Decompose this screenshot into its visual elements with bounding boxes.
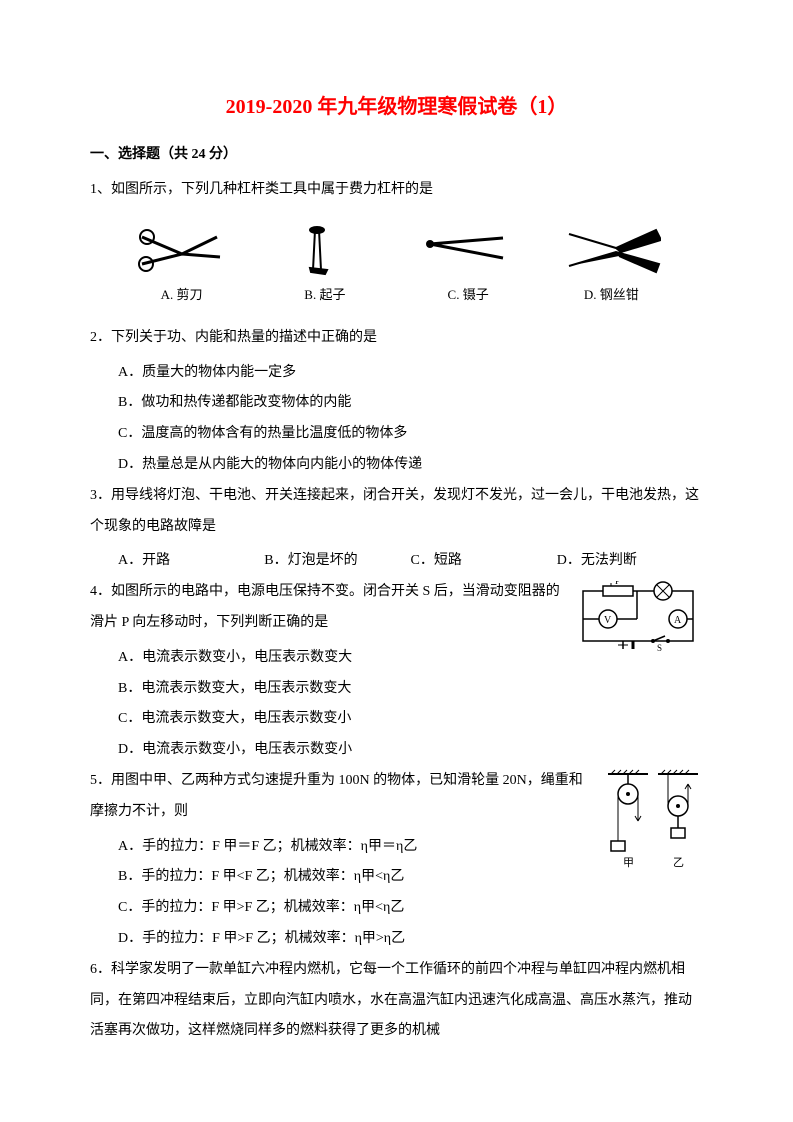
q2-text: 2．下列关于功、内能和热量的描述中正确的是 — [90, 323, 703, 354]
exam-title: 2019-2020 年九年级物理寒假试卷（1） — [90, 90, 703, 119]
q1-a-label: A. 剪刀 — [161, 287, 203, 302]
q1-image-c: C. 镊子 — [418, 222, 518, 303]
q1-image-d: D. 钢丝钳 — [561, 222, 661, 303]
question-5: 甲 乙 5．用图中甲、乙两种方式匀速提升重为 100N 的物体，已知滑轮量 20… — [90, 766, 703, 828]
pulley-diagram-icon: 甲 乙 — [603, 766, 703, 876]
q1-image-a: A. 剪刀 — [132, 222, 232, 303]
q4-option-b: B．电流表示数变大，电压表示数变大 — [90, 674, 703, 705]
q2-option-b: B．做功和热传递都能改变物体的内能 — [90, 388, 703, 419]
q1-c-label: C. 镊子 — [448, 287, 489, 302]
q1-text: 1、如图所示，下列几种杠杆类工具中属于费力杠杆的是 — [90, 175, 703, 206]
svg-text:S: S — [657, 643, 662, 653]
pliers-icon — [561, 222, 661, 278]
q3-option-a: A．开路 — [118, 546, 264, 577]
q2-option-a: A．质量大的物体内能一定多 — [90, 358, 703, 389]
svg-text:V: V — [604, 615, 612, 626]
section-1-header: 一、选择题（共 24 分） — [90, 143, 703, 163]
q1-image-b: B. 起子 — [275, 222, 375, 303]
q4-option-c: C．电流表示数变大，电压表示数变小 — [90, 704, 703, 735]
question-3: 3．用导线将灯泡、干电池、开关连接起来，闭合开关，发现灯不发光，过一会儿，干电池… — [90, 481, 703, 543]
q1-b-label: B. 起子 — [304, 287, 345, 302]
q2-option-c: C．温度高的物体含有的热量比温度低的物体多 — [90, 419, 703, 450]
q1-images: A. 剪刀 B. 起子 C. 镊子 D. 钢丝钳 — [90, 222, 703, 303]
circuit-diagram-icon: P V A S — [573, 581, 703, 661]
q3-option-c: C．短路 — [411, 546, 557, 577]
opener-icon — [285, 222, 365, 278]
svg-text:乙: 乙 — [673, 856, 684, 869]
question-1: 1、如图所示，下列几种杠杆类工具中属于费力杠杆的是 — [90, 175, 703, 206]
q3-text: 3．用导线将灯泡、干电池、开关连接起来，闭合开关，发现灯不发光，过一会儿，干电池… — [90, 481, 703, 543]
q3-option-d: D．无法判断 — [557, 546, 703, 577]
q6-text: 6．科学家发明了一款单缸六冲程内燃机，它每一个工作循环的前四个冲程与单缸四冲程内… — [90, 955, 703, 1047]
q2-option-d: D．热量总是从内能大的物体向内能小的物体传递 — [90, 450, 703, 481]
q3-option-b: B．灯泡是坏的 — [264, 546, 410, 577]
svg-text:P: P — [615, 581, 620, 586]
tweezers-icon — [418, 222, 518, 278]
q5-option-c: C．手的拉力：F 甲>F 乙；机械效率：η甲<η乙 — [90, 893, 703, 924]
scissors-icon — [132, 222, 232, 278]
q4-option-d: D．电流表示数变小，电压表示数变小 — [90, 735, 703, 766]
q1-d-label: D. 钢丝钳 — [584, 287, 639, 302]
q5-option-d: D．手的拉力：F 甲>F 乙；机械效率：η甲>η乙 — [90, 924, 703, 955]
question-4: P V A S 4．如图所示的电路中，电源电压保持 — [90, 577, 703, 639]
svg-text:甲: 甲 — [623, 857, 634, 869]
svg-text:A: A — [674, 615, 682, 626]
question-6: 6．科学家发明了一款单缸六冲程内燃机，它每一个工作循环的前四个冲程与单缸四冲程内… — [90, 955, 703, 1047]
question-2: 2．下列关于功、内能和热量的描述中正确的是 — [90, 323, 703, 354]
q3-options: A．开路 B．灯泡是坏的 C．短路 D．无法判断 — [90, 546, 703, 577]
